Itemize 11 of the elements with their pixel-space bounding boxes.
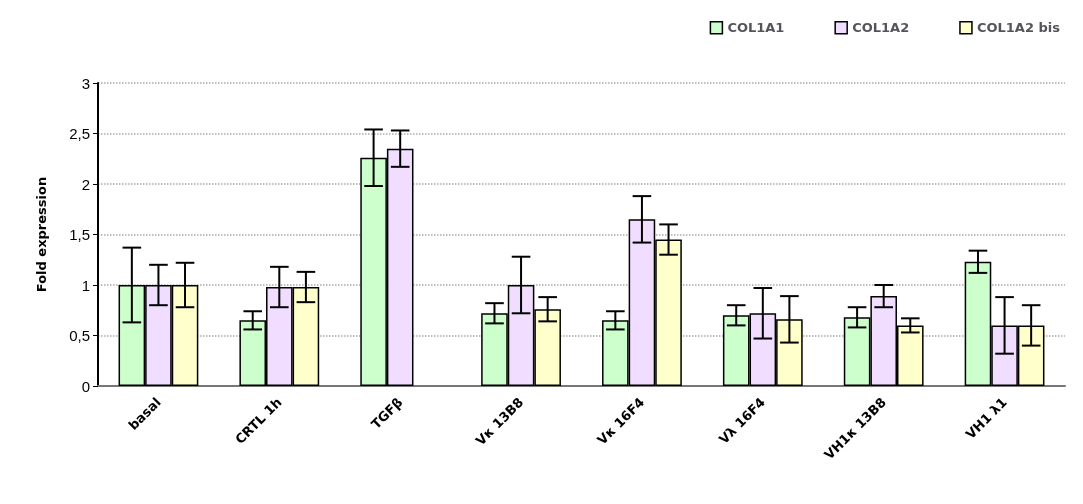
legend-label: COL1A2 bis — [976, 20, 1061, 36]
y-tick-label: 2 — [81, 175, 90, 193]
y-tick-label: 3 — [81, 74, 90, 92]
y-tick-label: 2,5 — [69, 125, 90, 142]
legend-label: COL1A1 — [727, 20, 785, 36]
y-tick-label: 1,5 — [69, 226, 90, 243]
y-tick-label: 1 — [81, 276, 90, 294]
y-tick-label: 0,5 — [69, 327, 90, 344]
legend-label: COL1A2 — [852, 20, 910, 36]
y-axis-title: Fold expression — [34, 176, 49, 293]
y-tick-label: 0 — [81, 377, 90, 395]
